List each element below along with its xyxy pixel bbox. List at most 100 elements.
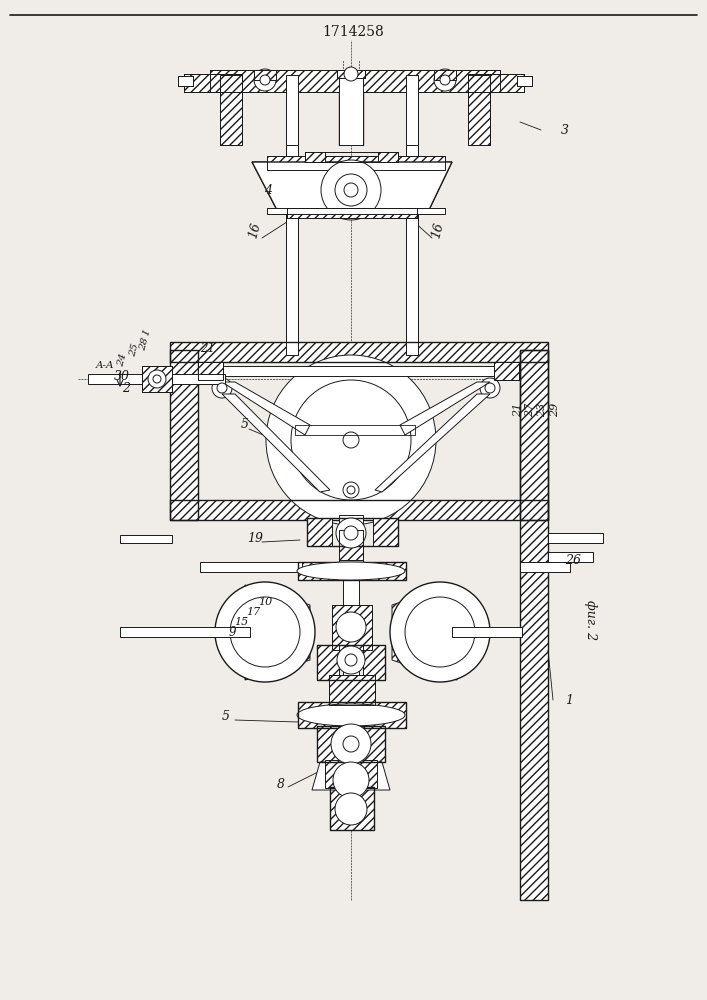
Text: 8: 8 <box>277 778 285 792</box>
Polygon shape <box>400 382 490 435</box>
Bar <box>286 145 298 355</box>
Text: 1714258: 1714258 <box>322 25 384 39</box>
Bar <box>170 500 548 520</box>
Text: фиг. 2: фиг. 2 <box>583 600 597 640</box>
Circle shape <box>266 355 436 525</box>
Bar <box>307 518 398 546</box>
Bar <box>339 530 363 560</box>
Bar <box>468 74 524 92</box>
Circle shape <box>153 375 161 383</box>
Bar <box>295 425 415 435</box>
Circle shape <box>335 793 367 825</box>
Circle shape <box>335 174 367 206</box>
Bar <box>517 76 532 86</box>
Polygon shape <box>392 590 437 675</box>
Bar <box>120 535 172 543</box>
Text: 15: 15 <box>234 617 248 627</box>
Bar <box>339 515 363 570</box>
Bar <box>520 350 548 520</box>
Circle shape <box>260 75 270 85</box>
Bar <box>267 156 445 170</box>
Text: 5: 5 <box>222 710 230 724</box>
Polygon shape <box>222 394 330 492</box>
Bar <box>343 560 359 800</box>
Bar <box>170 500 548 520</box>
Bar <box>452 627 522 637</box>
Circle shape <box>291 380 411 500</box>
Bar <box>520 562 570 572</box>
Text: 26: 26 <box>565 554 581 566</box>
Ellipse shape <box>297 704 405 726</box>
Bar <box>468 75 490 145</box>
Circle shape <box>480 378 500 398</box>
Bar <box>170 350 198 520</box>
Bar <box>170 342 548 362</box>
Circle shape <box>390 582 490 682</box>
Bar <box>287 208 417 218</box>
Polygon shape <box>312 762 390 790</box>
Circle shape <box>230 597 300 667</box>
Bar <box>184 74 242 92</box>
Bar <box>210 70 500 92</box>
Bar <box>305 152 325 162</box>
Bar <box>305 152 398 162</box>
Text: 27: 27 <box>525 403 535 417</box>
Bar <box>494 362 519 380</box>
Bar <box>337 70 365 78</box>
Bar <box>317 645 385 680</box>
Bar <box>184 74 242 92</box>
Bar <box>178 76 193 86</box>
Circle shape <box>336 518 366 548</box>
Bar <box>339 530 363 560</box>
Bar <box>517 76 532 86</box>
Circle shape <box>344 67 358 81</box>
Bar <box>142 366 172 392</box>
Circle shape <box>321 160 381 220</box>
Circle shape <box>215 582 315 682</box>
Bar <box>468 75 490 145</box>
Bar <box>88 374 225 384</box>
Text: 5: 5 <box>241 418 249 430</box>
Circle shape <box>434 69 456 91</box>
Bar <box>142 366 172 392</box>
Bar <box>406 75 418 145</box>
Bar <box>298 702 406 728</box>
Polygon shape <box>252 162 332 212</box>
Text: 1: 1 <box>565 694 573 706</box>
Bar <box>298 702 406 728</box>
Bar <box>329 675 375 705</box>
Text: 2: 2 <box>122 382 130 395</box>
Circle shape <box>405 597 475 667</box>
Circle shape <box>343 432 359 448</box>
Circle shape <box>440 75 450 85</box>
Bar <box>373 518 398 546</box>
Circle shape <box>343 736 359 752</box>
Bar <box>548 533 603 543</box>
Circle shape <box>485 383 495 393</box>
Bar <box>339 73 363 145</box>
Text: 9: 9 <box>228 626 236 640</box>
Circle shape <box>336 612 366 642</box>
Bar <box>337 70 365 78</box>
Bar <box>307 518 332 546</box>
Text: 24: 24 <box>116 352 128 368</box>
Polygon shape <box>222 382 310 435</box>
Bar <box>317 645 339 680</box>
Bar <box>330 787 374 830</box>
Bar <box>220 75 242 145</box>
Bar <box>267 156 445 170</box>
Circle shape <box>343 482 359 498</box>
Circle shape <box>217 383 227 393</box>
Polygon shape <box>245 585 265 680</box>
Polygon shape <box>437 585 457 680</box>
Text: 28 I: 28 I <box>138 329 152 351</box>
Ellipse shape <box>297 562 405 580</box>
Bar <box>520 350 548 900</box>
Bar <box>223 366 494 376</box>
Polygon shape <box>252 162 452 212</box>
Bar <box>520 350 548 900</box>
Bar <box>198 362 223 380</box>
Bar <box>520 350 548 520</box>
Bar <box>330 787 374 830</box>
Text: 17: 17 <box>246 607 260 617</box>
